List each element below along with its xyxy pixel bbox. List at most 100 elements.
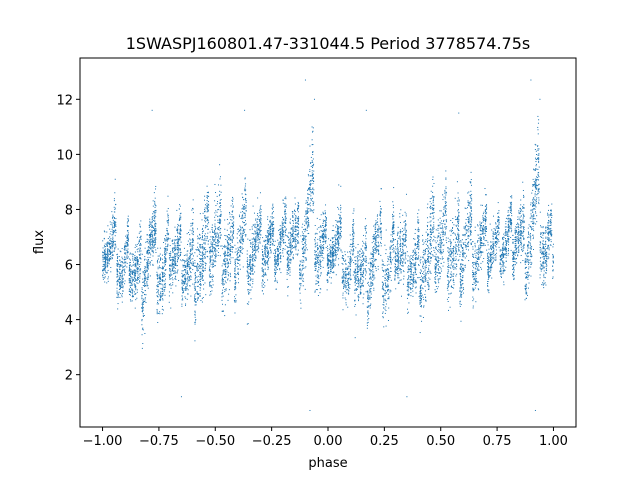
data-point [149, 236, 151, 238]
data-point [160, 267, 162, 269]
data-point [155, 216, 157, 218]
data-point [524, 299, 526, 301]
data-point [502, 257, 504, 259]
data-point [106, 245, 108, 247]
data-point [312, 204, 314, 206]
data-point [475, 264, 477, 266]
data-point [464, 233, 466, 235]
data-point [394, 275, 396, 277]
data-point [501, 276, 502, 278]
data-point [171, 264, 173, 265]
data-point [420, 301, 422, 303]
data-point [360, 274, 362, 276]
data-point [137, 277, 139, 279]
data-point [470, 171, 472, 173]
data-point [232, 257, 234, 259]
data-point [134, 271, 136, 273]
data-point [242, 214, 244, 216]
data-point [517, 233, 519, 235]
data-point [500, 258, 502, 260]
data-point [262, 254, 264, 256]
data-point [362, 242, 364, 244]
data-point [469, 239, 471, 241]
data-point [448, 297, 450, 299]
data-point [482, 242, 484, 244]
data-point [119, 271, 121, 273]
data-point [397, 259, 399, 261]
data-point [172, 239, 174, 241]
data-point [177, 252, 179, 254]
data-point [190, 267, 192, 269]
data-point [176, 245, 178, 247]
data-point [270, 238, 272, 240]
data-point [350, 261, 352, 263]
data-point [147, 248, 149, 250]
data-point [497, 219, 499, 221]
data-point [434, 236, 436, 238]
data-point [494, 229, 496, 231]
data-point [220, 191, 222, 193]
data-point [223, 283, 225, 285]
data-point [427, 284, 429, 286]
data-point [182, 292, 183, 294]
data-point [212, 231, 214, 233]
data-point [359, 280, 361, 282]
data-point [255, 247, 257, 249]
data-point [527, 256, 529, 258]
data-point [146, 251, 148, 253]
data-point [515, 236, 517, 238]
data-point [399, 235, 401, 237]
data-point [400, 257, 402, 259]
data-point [339, 247, 341, 249]
data-point [154, 240, 156, 242]
data-point [382, 284, 384, 286]
data-point [475, 268, 477, 270]
data-point [150, 243, 152, 245]
data-point [190, 225, 192, 227]
data-point [276, 253, 278, 255]
data-point [104, 266, 106, 268]
data-point [417, 247, 419, 249]
data-point [432, 198, 434, 200]
data-point [190, 272, 192, 274]
data-point [281, 240, 283, 242]
data-point [340, 221, 342, 223]
data-point [328, 238, 330, 240]
data-point [404, 256, 406, 258]
data-point [365, 231, 367, 233]
data-point [348, 267, 350, 269]
data-point [221, 265, 223, 267]
data-point [192, 199, 194, 201]
data-point [483, 245, 485, 247]
data-point [399, 268, 401, 270]
data-point [389, 260, 391, 262]
data-point [119, 296, 121, 298]
data-point [202, 296, 204, 298]
data-point [420, 315, 422, 317]
data-point [262, 270, 264, 272]
data-point [181, 272, 183, 274]
data-point [199, 276, 201, 278]
data-point [430, 253, 432, 255]
data-point [199, 251, 201, 253]
data-point [477, 256, 479, 258]
data-point [545, 240, 547, 242]
data-point [353, 210, 355, 212]
data-point [129, 273, 131, 275]
data-point [443, 261, 445, 263]
data-point [146, 283, 148, 285]
data-point [480, 237, 482, 239]
data-point [220, 220, 222, 222]
data-point [380, 243, 382, 245]
data-point [409, 279, 411, 281]
data-point [168, 219, 170, 221]
data-point [480, 266, 482, 268]
data-point [369, 262, 371, 264]
data-point [460, 273, 462, 275]
data-point [461, 247, 463, 249]
data-point [399, 260, 401, 262]
data-point [516, 229, 518, 231]
data-point [452, 232, 454, 234]
data-point [140, 244, 142, 246]
data-point [267, 218, 269, 220]
